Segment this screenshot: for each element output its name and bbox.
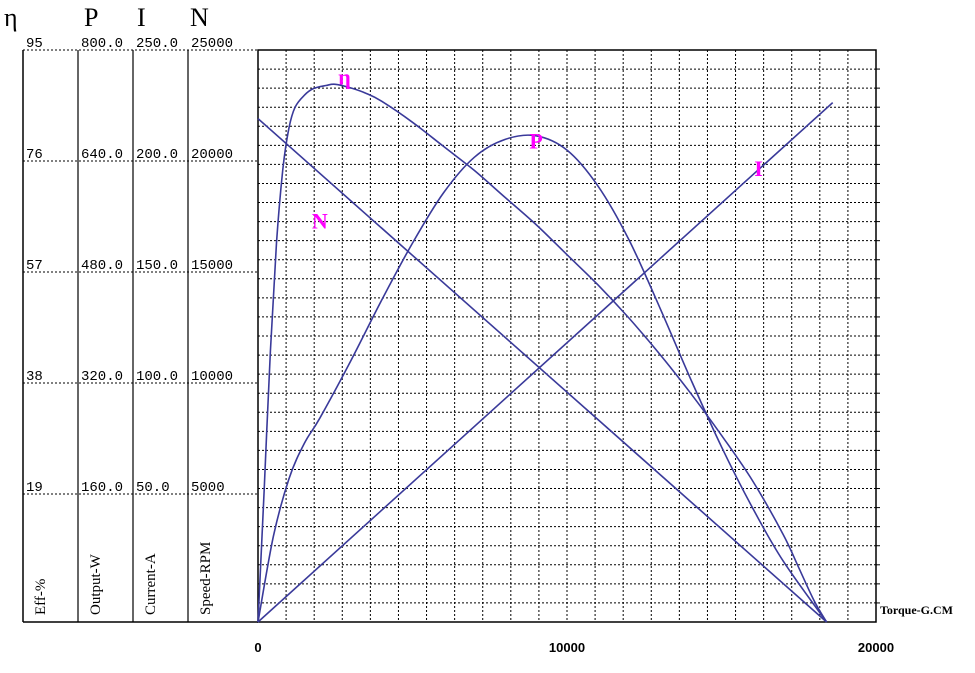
axis-tick-label: 57 — [26, 258, 43, 274]
axis-symbol: N — [190, 3, 209, 32]
curve-label: P — [529, 128, 542, 153]
axis-unit-label: Current-A — [143, 553, 159, 615]
curve-label: η — [338, 64, 351, 89]
axis-tick-label: 160.0 — [81, 480, 123, 496]
axis-tick-label: 150.0 — [136, 258, 178, 274]
axis-symbol: I — [137, 3, 146, 32]
curve-label: I — [754, 156, 763, 181]
axis-unit-label: Speed-RPM — [198, 542, 214, 615]
axis-tick-label: 200.0 — [136, 147, 178, 163]
curve-label: N — [312, 208, 328, 233]
axis-panel: η 95 76 57 38 19 Eff-% P 800.0 640.0 480.0 320.0 160… — [4, 3, 894, 655]
axis-tick-label: 800.0 — [81, 36, 123, 52]
curves — [257, 83, 834, 623]
axis-tick-label: 15000 — [191, 258, 233, 274]
axis-tick-label: 100.0 — [136, 369, 178, 385]
axis-tick-label: 640.0 — [81, 147, 123, 163]
axis-symbol: P — [84, 3, 98, 32]
x-tick-label: 20000 — [858, 640, 894, 655]
x-tick-label: 0 — [254, 640, 261, 655]
curve-efficiency — [257, 83, 828, 623]
x-tick-label: 10000 — [549, 640, 585, 655]
axis-tick-label: 20000 — [191, 147, 233, 163]
axis-tick-label: 320.0 — [81, 369, 123, 385]
axis-tick-label: 25000 — [191, 36, 233, 52]
curve-labels: η P I N — [312, 64, 763, 233]
axis-symbol: η — [4, 3, 18, 32]
axis-tick-label: 5000 — [191, 480, 225, 496]
axis-tick-label: 50.0 — [136, 480, 170, 496]
curve-current — [257, 102, 834, 623]
plot-grid — [258, 50, 876, 622]
axis-tick-label: 480.0 — [81, 258, 123, 274]
x-axis-label: Torque-G.CM — [880, 603, 953, 617]
axis-unit-label: Output-W — [88, 553, 104, 615]
axis-tick-label: 76 — [26, 147, 43, 163]
axis-tick-label: 38 — [26, 369, 43, 385]
axis-tick-label: 19 — [26, 480, 43, 496]
axes-frame — [22, 49, 880, 623]
curve-output — [257, 134, 828, 623]
axis-tick-label: 250.0 — [136, 36, 178, 52]
axis-tick-label: 10000 — [191, 369, 233, 385]
axis-tick-label: 95 — [26, 36, 43, 52]
axis-unit-label: Eff-% — [33, 579, 49, 615]
curve-speed — [257, 118, 828, 623]
